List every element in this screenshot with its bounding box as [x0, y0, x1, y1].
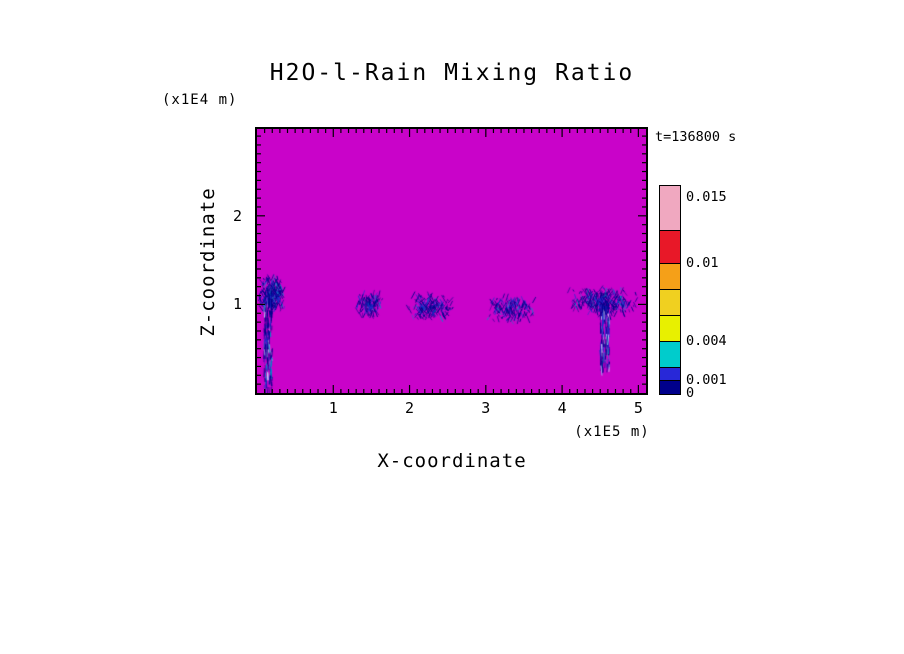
plot-area — [255, 127, 648, 395]
x-tick-label: 1 — [328, 399, 338, 417]
colorbar-tick-label: 0.01 — [686, 255, 719, 271]
colorbar — [659, 185, 681, 395]
z-axis-unit-label: (x1E4 m) — [162, 92, 238, 108]
x-tick-label: 4 — [557, 399, 567, 417]
time-annotation: t=136800 s — [655, 129, 737, 145]
x-tick-label: 3 — [481, 399, 491, 417]
colorbar-tick-label: 0 — [686, 385, 695, 401]
colorbar-segment — [660, 264, 680, 290]
axis-ticks — [257, 129, 646, 393]
x-tick-label: 2 — [405, 399, 415, 417]
colorbar-segment — [660, 368, 680, 381]
colorbar-segment — [660, 316, 680, 342]
colorbar-segment — [660, 342, 680, 368]
x-axis-unit-label: (x1E5 m) — [574, 424, 650, 440]
z-tick-label: 2 — [232, 206, 242, 225]
colorbar-tick-label: 0.001 — [686, 372, 727, 388]
colorbar-segment — [660, 290, 680, 316]
z-tick-label: 1 — [232, 295, 242, 314]
heatmap-canvas — [257, 129, 646, 393]
x-axis-label: X-coordinate — [377, 450, 527, 472]
x-tick-label: 5 — [633, 399, 643, 417]
colorbar-segment — [660, 186, 680, 231]
chart-title: H2O-l-Rain Mixing Ratio — [269, 60, 635, 86]
colorbar-segment — [660, 231, 680, 264]
colorbar-tick-label: 0.004 — [686, 333, 727, 349]
colorbar-tick-label: 0.015 — [686, 189, 727, 205]
colorbar-segment — [660, 381, 680, 394]
